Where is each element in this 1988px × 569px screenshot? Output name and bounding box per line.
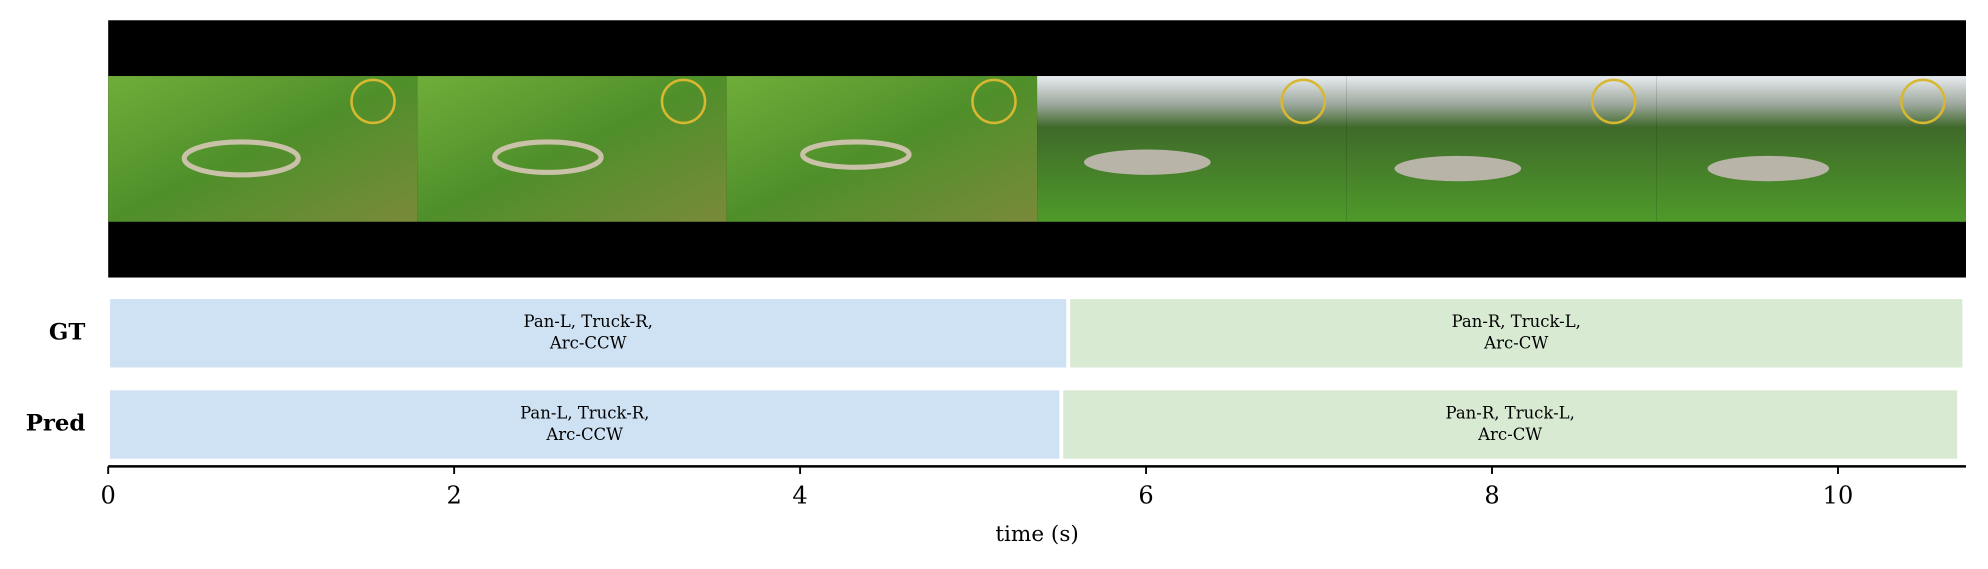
frame bbox=[726, 76, 1038, 222]
segment bbox=[110, 390, 1060, 459]
frame bbox=[108, 76, 418, 222]
segment bbox=[1063, 390, 1958, 459]
frame bbox=[1037, 76, 1347, 222]
row-label: GT bbox=[49, 319, 85, 345]
frame-detail bbox=[800, 139, 912, 170]
segment-label: Pan-R, Truck-L, bbox=[1452, 312, 1581, 331]
logo bbox=[971, 78, 1017, 125]
row-label: Pred bbox=[26, 411, 86, 437]
frame bbox=[1346, 76, 1657, 222]
frame bbox=[417, 76, 727, 222]
logo bbox=[1280, 78, 1327, 125]
frame-detail bbox=[1707, 155, 1830, 182]
x-tick-label: 8 bbox=[1484, 481, 1499, 509]
x-tick-label: 0 bbox=[101, 481, 116, 509]
x-tick-label: 4 bbox=[792, 481, 807, 509]
x-tick-label: 10 bbox=[1823, 481, 1854, 509]
logo bbox=[1900, 78, 1946, 125]
segment-label: Arc-CW bbox=[1477, 425, 1542, 444]
logo bbox=[1590, 78, 1637, 125]
x-axis-label: time (s) bbox=[995, 522, 1078, 547]
segment-label: Arc-CCW bbox=[545, 425, 623, 444]
frame-detail bbox=[492, 139, 604, 175]
segment-label: Pan-L, Truck-R, bbox=[520, 403, 649, 422]
logo bbox=[350, 78, 396, 125]
segment bbox=[110, 299, 1067, 368]
frame-detail bbox=[1394, 155, 1522, 182]
logo bbox=[660, 78, 707, 125]
segment-label: Arc-CW bbox=[1483, 334, 1548, 353]
segment-label: Pan-L, Truck-R, bbox=[524, 312, 653, 331]
x-tick-label: 6 bbox=[1138, 481, 1153, 509]
frame bbox=[1656, 76, 1966, 222]
video-strip bbox=[108, 20, 1966, 278]
segment bbox=[1070, 299, 1963, 368]
frame-detail bbox=[1083, 149, 1211, 175]
segment-label: Arc-CCW bbox=[549, 334, 627, 353]
segment-label: Pan-R, Truck-L, bbox=[1446, 403, 1575, 422]
frame-detail bbox=[181, 139, 301, 178]
x-tick-label: 2 bbox=[446, 481, 461, 509]
